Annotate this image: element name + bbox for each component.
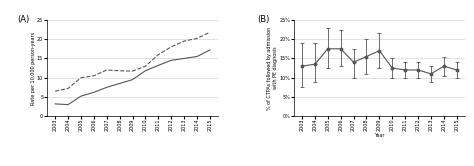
CTPA (65, 104, 71, 106)
Other CT angiogram (78, 77, 84, 79)
Y-axis label: Rate per 10,000 person-years: Rate per 10,000 person-years (31, 32, 36, 105)
Other CT angiogram (207, 31, 213, 33)
Other CT angiogram (52, 90, 58, 92)
Other CT angiogram (168, 46, 174, 48)
Other CT angiogram (181, 40, 187, 42)
CTPA (78, 95, 84, 97)
CTPA (168, 59, 174, 61)
CTPA (207, 49, 213, 51)
Other CT angiogram (65, 87, 71, 89)
Line: Other CT angiogram: Other CT angiogram (55, 32, 210, 91)
CTPA (194, 55, 200, 57)
CTPA (155, 64, 161, 66)
CTPA (104, 86, 109, 88)
Y-axis label: % of CTPAs followed by admission
with PE diagnosis: % of CTPAs followed by admission with PE… (267, 26, 278, 110)
X-axis label: Year: Year (374, 133, 384, 138)
Other CT angiogram (117, 70, 122, 72)
Line: CTPA: CTPA (55, 50, 210, 105)
Other CT angiogram (194, 37, 200, 39)
Other CT angiogram (91, 75, 97, 77)
Other CT angiogram (155, 54, 161, 56)
Other CT angiogram (130, 70, 136, 72)
CTPA (91, 91, 97, 93)
CTPA (181, 57, 187, 59)
Other CT angiogram (104, 69, 109, 71)
CTPA (143, 70, 148, 72)
Text: (A): (A) (17, 15, 29, 24)
Text: (B): (B) (257, 15, 269, 24)
Other CT angiogram (143, 65, 148, 67)
CTPA (52, 103, 58, 105)
CTPA (130, 79, 136, 81)
CTPA (117, 83, 122, 84)
